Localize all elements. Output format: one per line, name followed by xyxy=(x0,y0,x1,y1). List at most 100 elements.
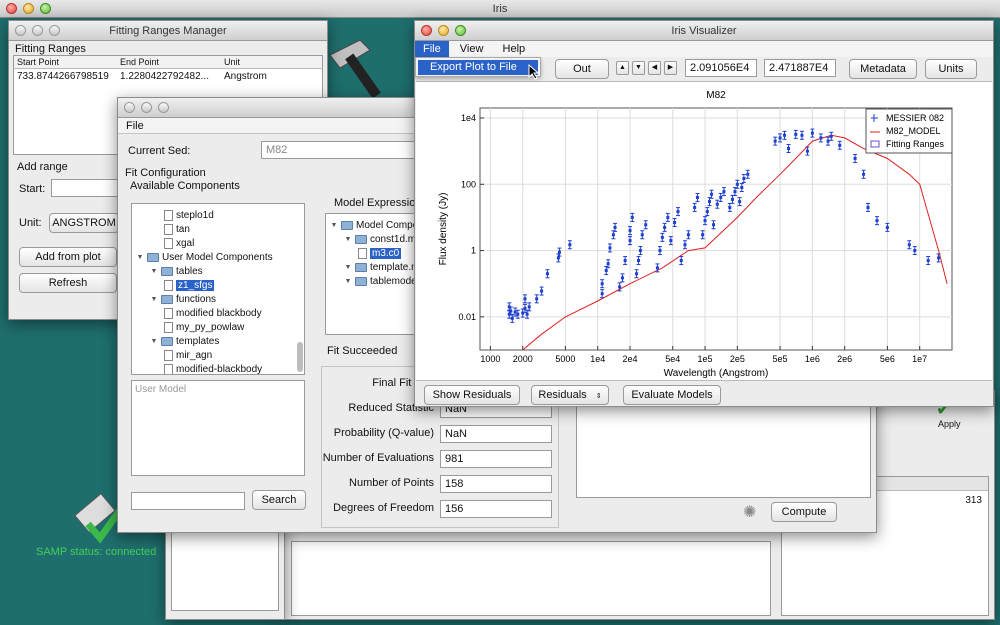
data-point[interactable] xyxy=(660,232,665,242)
viz-menu-help[interactable]: Help xyxy=(502,43,526,55)
data-point[interactable] xyxy=(778,133,783,143)
stat-value-field[interactable]: 156 xyxy=(440,500,552,518)
data-point[interactable] xyxy=(638,246,643,256)
data-point[interactable] xyxy=(686,230,691,240)
data-point[interactable] xyxy=(793,129,798,139)
nav-down-button[interactable]: ▼ xyxy=(632,61,645,75)
data-point[interactable] xyxy=(853,153,858,163)
data-point[interactable] xyxy=(628,236,633,246)
data-point[interactable] xyxy=(636,256,641,266)
data-point[interactable] xyxy=(700,230,705,240)
tree-item[interactable]: xgal xyxy=(164,236,194,250)
tree-item[interactable]: ▼ template.m4 xyxy=(344,260,414,274)
show-residuals-button[interactable]: Show Residuals xyxy=(424,385,520,405)
data-point[interactable] xyxy=(695,192,700,202)
x-min-field[interactable]: 2.091056E4 xyxy=(685,59,757,77)
tree-item[interactable]: steplo1d xyxy=(164,208,214,222)
current-sed-field[interactable]: M82 xyxy=(261,141,421,159)
data-point[interactable] xyxy=(703,216,708,226)
viz-zoom-button[interactable] xyxy=(455,25,466,36)
stat-value-field[interactable]: NaN xyxy=(440,425,552,443)
viz-menu-view[interactable]: View xyxy=(459,43,484,55)
disclosure-triangle-icon[interactable]: ▼ xyxy=(344,277,352,285)
residuals-select[interactable]: Residuals ⇕ xyxy=(531,385,609,405)
data-point[interactable] xyxy=(912,246,917,256)
data-point[interactable] xyxy=(682,240,687,250)
data-point[interactable] xyxy=(643,220,648,230)
data-point[interactable] xyxy=(786,143,791,153)
data-point[interactable] xyxy=(711,220,716,230)
minimize-button[interactable] xyxy=(23,3,34,14)
tree-item[interactable]: modified-blackbody xyxy=(164,362,262,374)
tree-scrollbar[interactable] xyxy=(297,342,303,372)
data-point[interactable] xyxy=(818,133,823,143)
data-point[interactable] xyxy=(655,263,660,273)
tree-item[interactable]: ▼ functions xyxy=(150,292,217,306)
data-point[interactable] xyxy=(782,130,787,140)
data-point[interactable] xyxy=(513,307,518,317)
nav-right-button[interactable]: ▶ xyxy=(664,61,677,75)
tree-item[interactable]: mir_agn xyxy=(164,348,212,362)
nav-up-button[interactable]: ▲ xyxy=(616,61,629,75)
data-point[interactable] xyxy=(715,199,720,209)
data-point[interactable] xyxy=(829,131,834,141)
disclosure-triangle-icon[interactable]: ▼ xyxy=(150,295,158,303)
data-point[interactable] xyxy=(600,279,605,289)
apply-label[interactable]: Apply xyxy=(938,419,961,429)
data-point[interactable] xyxy=(676,207,681,217)
data-point[interactable] xyxy=(672,218,677,228)
disclosure-triangle-icon[interactable]: ▼ xyxy=(150,267,158,275)
data-point[interactable] xyxy=(607,243,612,253)
data-point[interactable] xyxy=(510,313,515,323)
data-point[interactable] xyxy=(709,189,714,199)
data-point[interactable] xyxy=(810,128,815,138)
viz-minimize-button[interactable] xyxy=(438,25,449,36)
data-point[interactable] xyxy=(837,140,842,150)
disclosure-triangle-icon[interactable]: ▼ xyxy=(344,235,352,243)
data-point[interactable] xyxy=(745,169,750,179)
compute-button[interactable]: Compute xyxy=(771,502,837,522)
tree-item[interactable]: my_py_powlaw xyxy=(164,320,244,334)
data-point[interactable] xyxy=(721,187,726,197)
data-point[interactable] xyxy=(545,269,550,279)
data-point[interactable] xyxy=(557,247,562,257)
units-button[interactable]: Units xyxy=(925,59,977,79)
tree-item[interactable]: tan xyxy=(164,222,190,236)
tree-item[interactable]: z1_sfgs xyxy=(164,278,215,292)
search-button[interactable]: Search xyxy=(252,490,306,510)
data-point[interactable] xyxy=(885,222,890,232)
close-button[interactable] xyxy=(6,3,17,14)
data-point[interactable] xyxy=(799,130,804,140)
export-plot-menu-item[interactable]: Export Plot to File xyxy=(418,60,538,75)
data-point[interactable] xyxy=(861,169,866,179)
data-point[interactable] xyxy=(657,246,662,256)
data-point[interactable] xyxy=(522,303,527,313)
nav-left-button[interactable]: ◀ xyxy=(648,61,661,75)
data-point[interactable] xyxy=(634,269,639,279)
tree-item[interactable]: ▼ tablemodel.m xyxy=(344,274,414,288)
disclosure-triangle-icon[interactable]: ▼ xyxy=(136,253,144,261)
data-point[interactable] xyxy=(692,202,697,212)
tree-item[interactable]: ▼ templates xyxy=(150,334,220,348)
disclosure-triangle-icon[interactable]: ▼ xyxy=(344,263,352,271)
data-point[interactable] xyxy=(739,182,744,192)
data-point[interactable] xyxy=(613,222,618,232)
data-point[interactable] xyxy=(735,179,740,189)
data-point[interactable] xyxy=(826,136,831,146)
data-point[interactable] xyxy=(606,259,611,269)
out-button[interactable]: Out xyxy=(555,59,609,79)
viz-menu-file[interactable]: File xyxy=(415,41,449,57)
stat-value-field[interactable]: 158 xyxy=(440,475,552,493)
evaluate-models-button[interactable]: Evaluate Models xyxy=(623,385,721,405)
component-search-input[interactable] xyxy=(131,492,245,510)
data-point[interactable] xyxy=(527,302,532,312)
add-from-plot-button[interactable]: Add from plot xyxy=(19,247,117,267)
tree-item[interactable]: ▼ tables xyxy=(150,264,203,278)
data-point[interactable] xyxy=(630,212,635,222)
data-point[interactable] xyxy=(617,282,622,292)
data-point[interactable] xyxy=(907,240,912,250)
unit-select[interactable]: ANGSTROM xyxy=(49,213,119,233)
metadata-button[interactable]: Metadata xyxy=(849,59,917,79)
data-point[interactable] xyxy=(926,256,931,266)
data-point[interactable] xyxy=(628,226,633,236)
